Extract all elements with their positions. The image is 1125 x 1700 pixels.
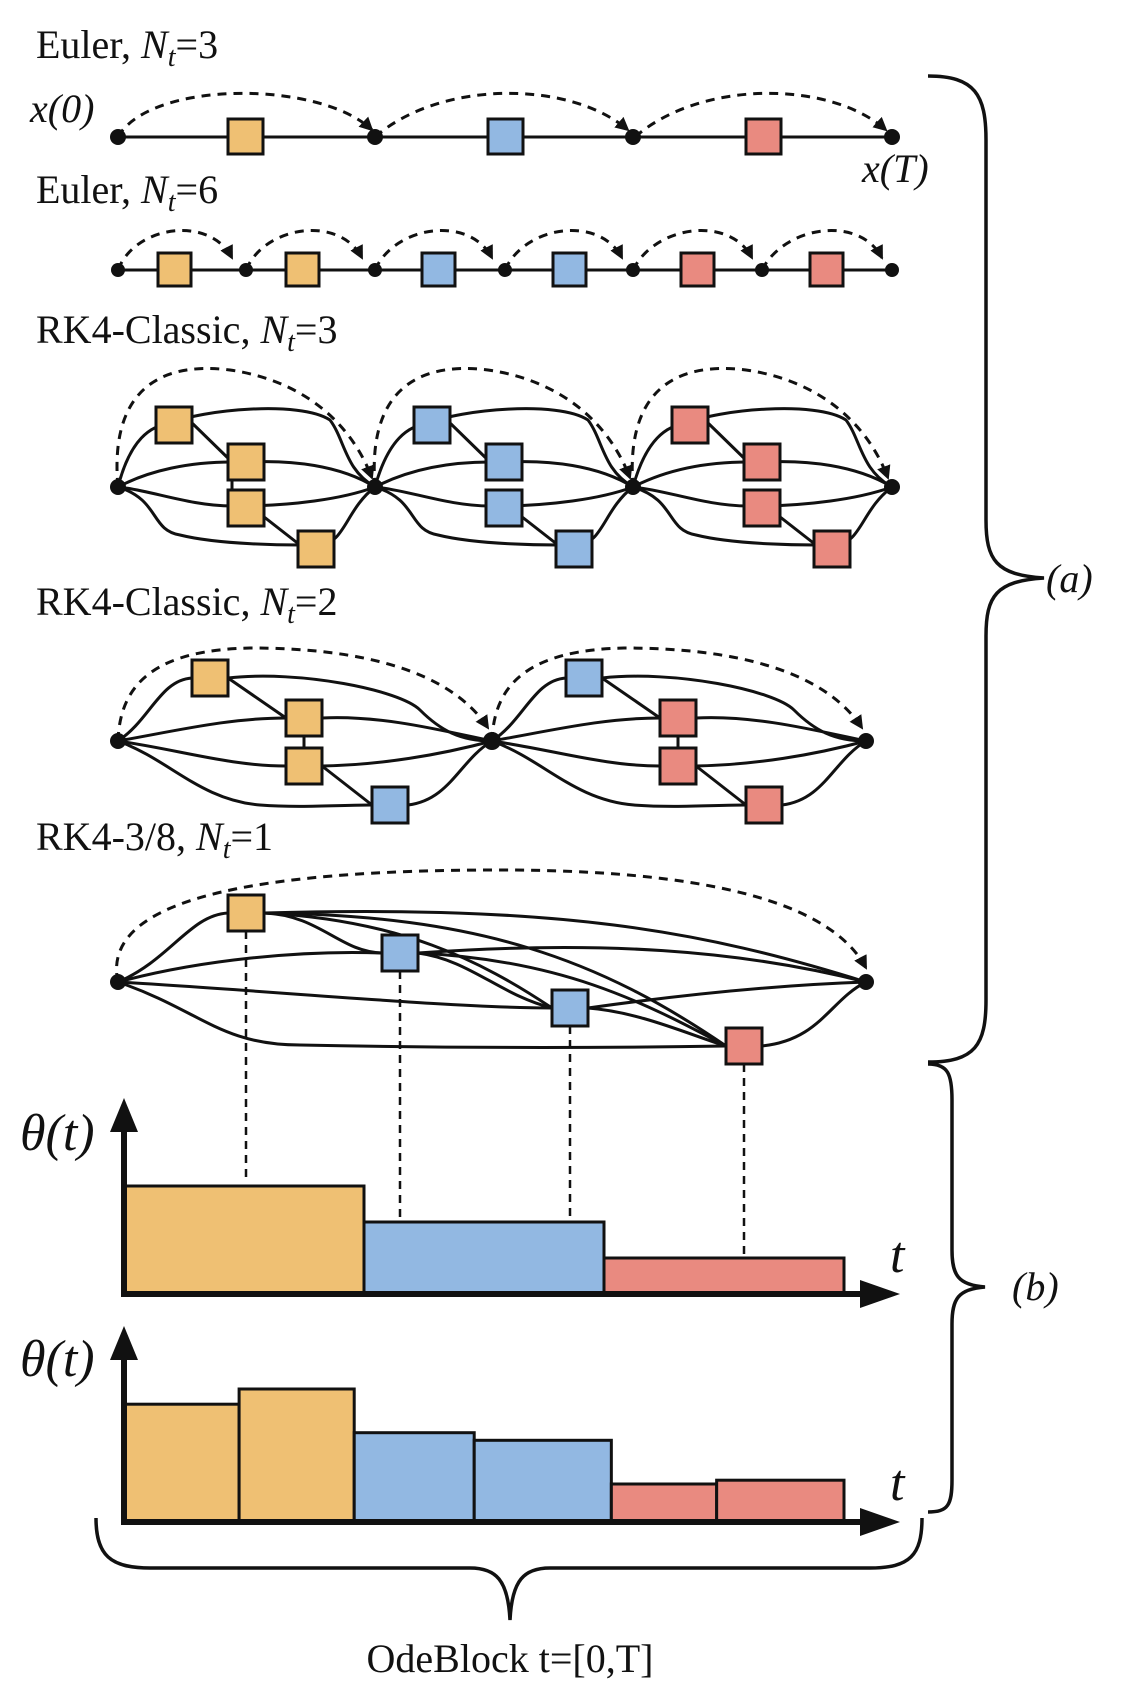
theta-bar — [715, 1478, 846, 1524]
brace-b — [927, 1062, 986, 1514]
row-euler-3 — [110, 91, 900, 156]
row-title-rk4-classic-3: RK4-Classic, Nt=3 — [36, 307, 337, 358]
theta-bar — [602, 1256, 846, 1296]
theta-bar — [122, 1402, 241, 1524]
y-axis-arrowhead — [110, 1326, 138, 1360]
bottom-label: OdeBlock t=[0,T] — [367, 1636, 654, 1681]
end-label: x(T) — [861, 146, 929, 191]
row-title-rk4-classic-2: RK4-Classic, Nt=2 — [36, 579, 337, 630]
row-title-euler-6: Euler, Nt=6 — [36, 167, 218, 218]
brace-b-label: (b) — [1012, 1264, 1059, 1309]
theta-bar — [609, 1482, 719, 1524]
theta-label-2: θ(t) — [20, 1331, 95, 1388]
theta-bar — [352, 1431, 476, 1524]
rk38-k1-box — [226, 893, 266, 933]
euler3-step1-box — [226, 117, 265, 156]
theta-bar — [472, 1438, 613, 1524]
theta-label-1: θ(t) — [20, 1105, 95, 1162]
euler3-step3-box — [744, 117, 783, 156]
rk38-k2-box — [380, 933, 420, 973]
row-title-euler-3: Euler, Nt=3 — [36, 22, 218, 73]
row-title-rk4-3-8: RK4-3/8, Nt=1 — [36, 814, 273, 865]
brace-a — [927, 74, 1045, 1064]
theta-bar — [237, 1387, 356, 1524]
brace-a-label: (a) — [1046, 556, 1093, 601]
t-axis-label-2: t — [890, 1455, 906, 1512]
rk38-k4-box — [724, 1026, 764, 1066]
x-axis-arrowhead — [860, 1508, 900, 1536]
t-axis-label-1: t — [890, 1227, 906, 1284]
theta-bar — [362, 1220, 606, 1296]
theta-chart-2 — [110, 1326, 900, 1536]
row-rk4-classic-2 — [110, 646, 874, 825]
y-axis-arrowhead — [110, 1098, 138, 1132]
brace-bottom — [94, 1517, 924, 1621]
theta-bar — [122, 1184, 366, 1296]
rk38-k3-box — [550, 988, 590, 1028]
row-rk4-3-8 — [110, 868, 874, 1256]
row-rk4-classic-3 — [110, 367, 900, 569]
x-axis-arrowhead — [860, 1280, 900, 1308]
euler3-step2-box — [486, 117, 525, 156]
row-euler-6 — [111, 229, 899, 288]
theta-chart-1 — [110, 1098, 900, 1308]
start-label: x(0) — [29, 86, 94, 131]
